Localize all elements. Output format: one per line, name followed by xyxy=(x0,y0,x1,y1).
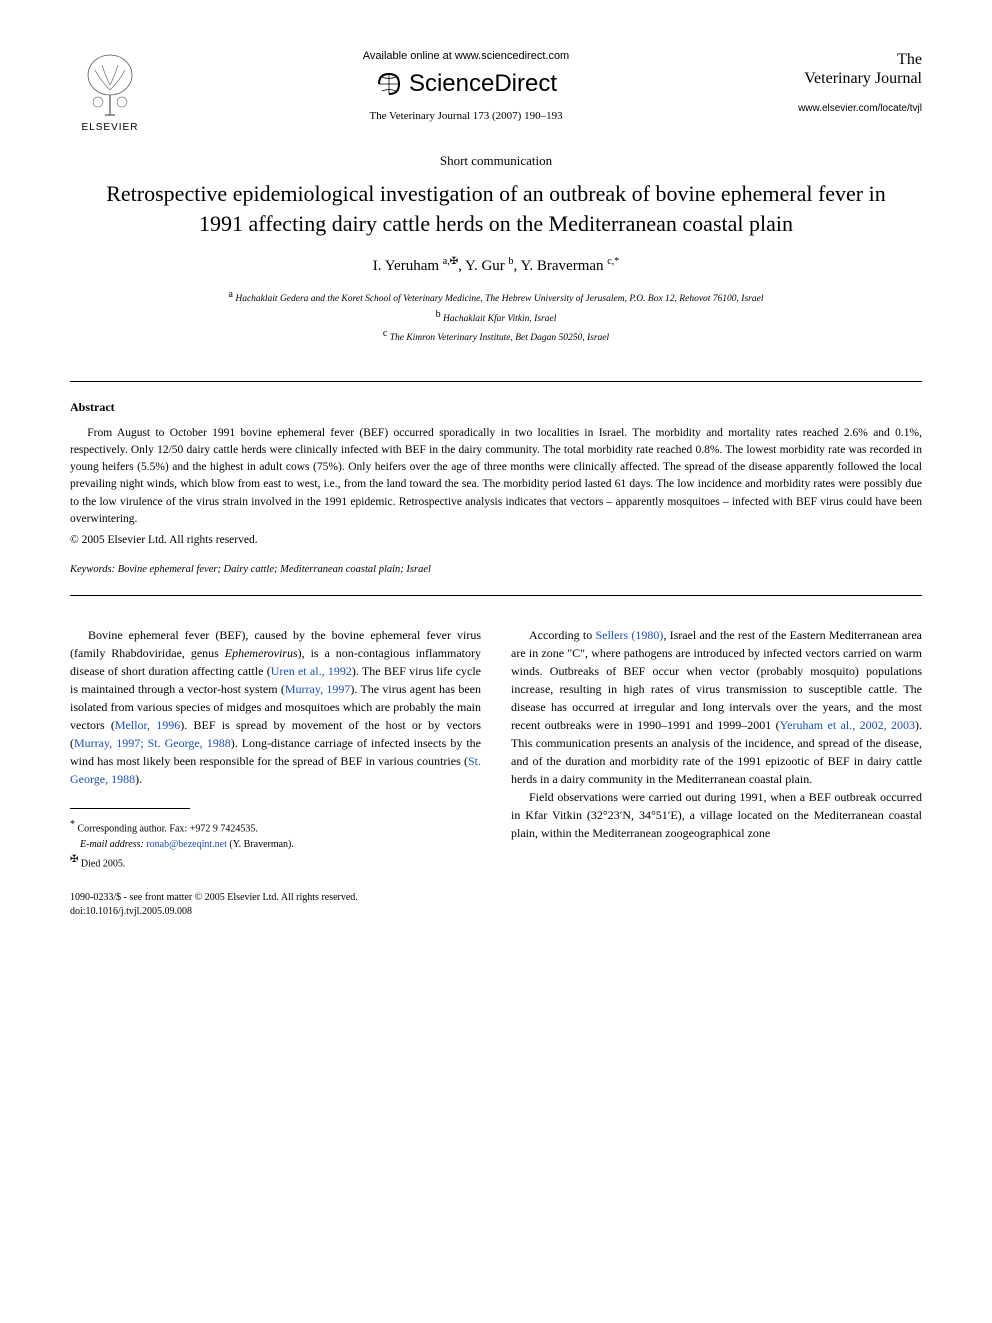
author-3-affil: c,* xyxy=(607,256,619,267)
affiliation-c: The Kimron Veterinary Institute, Bet Dag… xyxy=(390,333,609,343)
abstract-text: From August to October 1991 bovine ephem… xyxy=(70,425,922,529)
author-1: I. Yeruham xyxy=(373,258,439,274)
elsevier-label: ELSEVIER xyxy=(82,122,139,133)
sciencedirect-row: ScienceDirect xyxy=(170,70,762,98)
column-left: Bovine ephemeral fever (BEF), caused by … xyxy=(70,626,481,919)
elsevier-tree-icon xyxy=(80,50,140,120)
sciencedirect-text: ScienceDirect xyxy=(409,70,557,98)
author-2-affil: b xyxy=(509,256,514,267)
available-online-text: Available online at www.sciencedirect.co… xyxy=(170,50,762,62)
author-1-affil: a,✠ xyxy=(443,256,458,267)
footnotes: * Corresponding author. Fax: +972 9 7424… xyxy=(70,817,481,871)
authors: I. Yeruham a,✠, Y. Gur b, Y. Braverman c… xyxy=(70,256,922,275)
keywords: Keywords: Bovine ephemeral fever; Dairy … xyxy=(70,564,922,575)
ref-link[interactable]: Murray, 1997; St. George, 1988 xyxy=(74,736,231,750)
divider-top xyxy=(70,381,922,382)
died-note: Died 2005. xyxy=(81,858,125,869)
doi-block: 1090-0233/$ - see front matter © 2005 El… xyxy=(70,891,481,919)
journal-reference: The Veterinary Journal 173 (2007) 190–19… xyxy=(170,110,762,122)
ref-link[interactable]: Sellers (1980) xyxy=(595,628,663,642)
abstract-heading: Abstract xyxy=(70,400,922,415)
article-type: Short communication xyxy=(70,153,922,169)
sciencedirect-icon xyxy=(375,70,403,98)
footnote-divider xyxy=(70,808,190,809)
keywords-label: Keywords: xyxy=(70,564,115,575)
header-center: Available online at www.sciencedirect.co… xyxy=(150,50,782,122)
doi-line2: doi:10.1016/j.tvjl.2005.09.008 xyxy=(70,905,481,919)
abstract-copyright: © 2005 Elsevier Ltd. All rights reserved… xyxy=(70,532,922,549)
body-paragraph-1: Bovine ephemeral fever (BEF), caused by … xyxy=(70,626,481,788)
corresponding-author: Corresponding author. Fax: +972 9 742453… xyxy=(78,824,258,835)
doi-line1: 1090-0233/$ - see front matter © 2005 El… xyxy=(70,891,481,905)
header: ELSEVIER Available online at www.science… xyxy=(70,50,922,133)
divider-bottom xyxy=(70,595,922,596)
journal-title-line2: Veterinary Journal xyxy=(782,69,922,88)
email-link[interactable]: ronab@bezeqint.net xyxy=(146,839,227,850)
ref-link[interactable]: Murray, 1997 xyxy=(285,682,351,696)
keywords-text: Bovine ephemeral fever; Dairy cattle; Me… xyxy=(118,564,431,575)
journal-url: www.elsevier.com/locate/tvjl xyxy=(782,103,922,114)
ref-link[interactable]: Yeruham et al., 2002, 2003 xyxy=(780,718,915,732)
ref-link[interactable]: Uren et al., 1992 xyxy=(271,664,352,678)
article-title: Retrospective epidemiological investigat… xyxy=(70,179,922,238)
journal-logo: The Veterinary Journal www.elsevier.com/… xyxy=(782,50,922,114)
elsevier-logo: ELSEVIER xyxy=(70,50,150,133)
journal-title-line1: The xyxy=(782,50,922,69)
body-paragraph-3: Field observations were carried out duri… xyxy=(511,788,922,842)
ref-link[interactable]: Mellor, 1996 xyxy=(115,718,180,732)
email-label: E-mail address: xyxy=(80,839,144,850)
author-3: Y. Braverman xyxy=(520,258,603,274)
author-2: Y. Gur xyxy=(465,258,505,274)
column-right: According to Sellers (1980), Israel and … xyxy=(511,626,922,919)
body-paragraph-2: According to Sellers (1980), Israel and … xyxy=(511,626,922,788)
affiliations: a Hachaklait Gedera and the Koret School… xyxy=(70,287,922,345)
affiliation-a: Hachaklait Gedera and the Koret School o… xyxy=(235,295,763,305)
body-columns: Bovine ephemeral fever (BEF), caused by … xyxy=(70,626,922,919)
email-suffix: (Y. Braverman). xyxy=(229,839,294,850)
affiliation-b: Hachaklait Kfar Vitkin, Israel xyxy=(443,314,556,324)
